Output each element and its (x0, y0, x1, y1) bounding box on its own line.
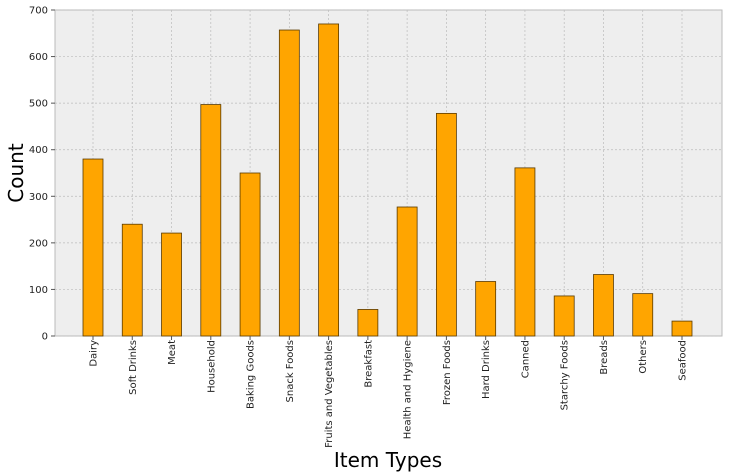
bar (82, 158, 104, 337)
bar (435, 112, 457, 337)
bar (593, 274, 614, 337)
bar (161, 232, 182, 337)
bar (553, 295, 575, 337)
y-tick-label: 600 (29, 52, 48, 63)
y-tick-label: 200 (29, 238, 48, 249)
x-tick-label: Starchy Foods (560, 340, 571, 410)
x-tick-label: Dairy (89, 340, 100, 367)
y-tick-label: 700 (29, 6, 48, 17)
bars (82, 23, 693, 337)
bar (396, 206, 418, 337)
x-tick-label: Others (638, 340, 649, 374)
y-tick-label: 300 (29, 192, 48, 203)
bar (632, 293, 654, 337)
x-axis-title: Item Types (334, 448, 442, 472)
bar (671, 320, 693, 337)
x-tick-label: Frozen Foods (442, 340, 453, 405)
x-tick-label: Hard Drinks (481, 340, 492, 399)
y-tick-label: 500 (29, 99, 48, 110)
y-axis-ticks: 0 100 200 300 400 500 600 700 (29, 6, 55, 343)
x-tick-label: Breakfast (363, 340, 374, 388)
x-tick-label: Breads (599, 340, 610, 375)
y-tick-label: 400 (29, 145, 48, 156)
x-tick-label: Seafood (678, 340, 689, 381)
bar (475, 281, 497, 337)
bar (121, 223, 143, 337)
x-tick-label: Meat (167, 340, 178, 365)
y-tick-label: 100 (29, 285, 48, 296)
bar (514, 167, 536, 337)
bar (318, 23, 340, 337)
x-tick-label: Health and Hygiene (403, 340, 414, 439)
y-axis-title: Count (4, 143, 28, 203)
x-tick-label: Fruits and Vegetables (324, 340, 335, 448)
x-tick-label: Household (206, 340, 217, 393)
bar (278, 29, 300, 337)
plot-area (54, 9, 723, 337)
grid-lines (55, 9, 722, 337)
x-axis-ticks: Dairy Soft Drinks Meat Household Baking Good… (89, 336, 689, 448)
bar (357, 309, 379, 337)
y-tick-label: 0 (42, 332, 48, 343)
bar (200, 104, 222, 337)
x-tick-label: Snack Foods (285, 340, 296, 402)
bar (239, 172, 261, 337)
x-tick-label: Baking Goods (246, 340, 257, 409)
x-tick-label: Canned (520, 340, 531, 378)
x-tick-label: Soft Drinks (128, 340, 139, 395)
